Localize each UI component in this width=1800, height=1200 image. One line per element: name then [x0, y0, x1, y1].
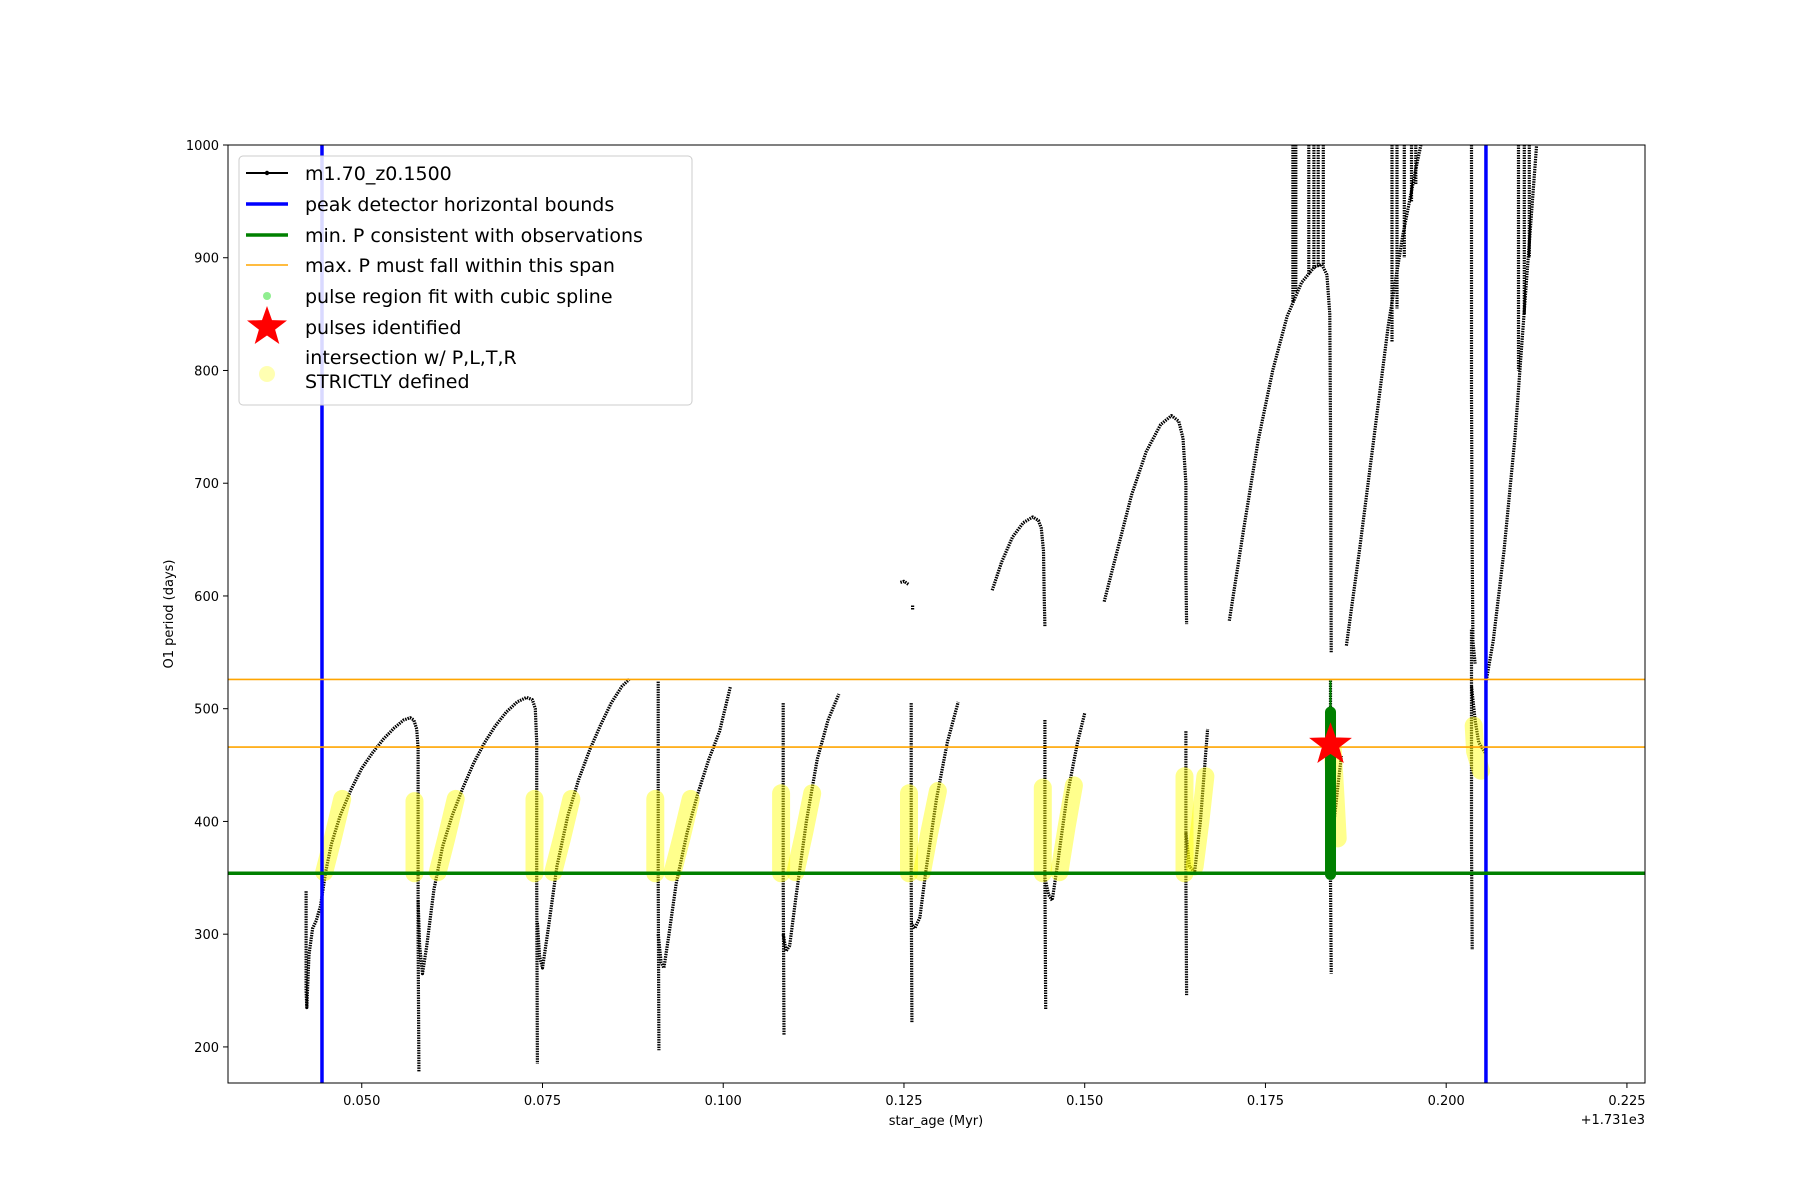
y-tick-label: 1000 — [186, 139, 219, 154]
y-axis-label: O1 period (days) — [162, 559, 177, 668]
model-track-segment — [1469, 629, 1474, 951]
intersection-marker — [786, 784, 822, 882]
x-axis-offset-label: +1.731e3 — [1581, 1113, 1645, 1128]
model-track-segment — [656, 681, 661, 1051]
intersection-marker — [544, 789, 581, 882]
legend-label: max. P must fall within this span — [305, 255, 615, 277]
model-track-segment — [304, 716, 421, 1072]
legend-handle-model-marker — [264, 170, 270, 176]
y-tick-label: 800 — [194, 364, 219, 379]
intersection-marker — [428, 789, 465, 882]
x-tick-label: 0.175 — [1247, 1094, 1284, 1109]
plot-area — [228, 145, 1645, 1083]
legend-label: pulse region fit with cubic spline — [305, 286, 613, 308]
model-track-segment — [656, 685, 733, 970]
legend-handle-spline — [263, 292, 271, 300]
model-track-segment — [1469, 686, 1488, 755]
intersection-marker — [1050, 776, 1083, 882]
reference-lines — [228, 145, 1645, 1083]
intersection-marker — [315, 789, 352, 882]
y-tick-label: 300 — [194, 928, 219, 943]
y-tick-label: 400 — [194, 815, 219, 830]
legend-box — [238, 155, 693, 406]
model-track-segment — [1184, 731, 1189, 996]
intersection-marker — [1185, 767, 1215, 876]
model-track-segment — [1469, 145, 1477, 664]
x-tick-label: 0.200 — [1428, 1094, 1465, 1109]
model-track-segment — [899, 579, 910, 587]
y-tick-label: 200 — [194, 1041, 219, 1056]
axes: 0.050 0.075 0.100 0.125 0.150 0.175 0.200 0.225… — [186, 139, 1646, 1109]
intersection-marker — [663, 789, 700, 882]
x-tick-label: 0.100 — [705, 1094, 742, 1109]
x-axis-label: star_age (Myr) — [889, 1114, 983, 1129]
model-track-segment — [781, 703, 786, 1036]
legend-label: intersection w/ P,L,T,R STRICTLY defined — [305, 347, 517, 393]
x-tick-label: 0.225 — [1608, 1094, 1645, 1109]
model-track-segment — [781, 693, 841, 953]
legend-handle-pulse-star — [247, 306, 287, 344]
legend-handle-intersection — [259, 366, 275, 382]
x-tick-label: 0.125 — [885, 1094, 922, 1109]
x-tick-label: 0.075 — [524, 1094, 561, 1109]
y-tick-label: 700 — [194, 477, 219, 492]
legend-label: m1.70_z0.1500 — [305, 163, 452, 185]
model-track-segment — [909, 701, 960, 931]
plot-frame — [227, 144, 1646, 1084]
model-track-segment — [990, 515, 1047, 627]
model-track-segment — [1043, 712, 1087, 903]
y-tick-label: 900 — [194, 252, 219, 267]
legend-label: pulses identified — [305, 317, 461, 339]
model-track-segment — [1102, 414, 1189, 625]
legend-label-line: pulses identified — [305, 317, 461, 339]
legend-label-line: max. P must fall within this span — [305, 255, 615, 277]
model-track-segment — [1484, 145, 1539, 684]
legend-label-line: peak detector horizontal bounds — [305, 194, 614, 216]
pulse-identified-star — [1309, 722, 1352, 764]
legend-label: peak detector horizontal bounds — [305, 194, 614, 216]
model-track-segment — [1227, 262, 1333, 653]
intersection-marker — [913, 782, 947, 882]
legend-label: min. P consistent with observations — [305, 225, 643, 247]
y-tick-label: 600 — [194, 590, 219, 605]
intersection-markers — [315, 716, 1490, 883]
pulse-markers — [1309, 680, 1352, 880]
model-track-segment — [1344, 145, 1423, 646]
model-track-segment — [1043, 720, 1048, 1010]
legend-label-line: m1.70_z0.1500 — [305, 163, 452, 185]
legend-label-line: STRICTLY defined — [305, 371, 470, 393]
x-tick-label: 0.150 — [1066, 1094, 1103, 1109]
legend-label-line: intersection w/ P,L,T,R — [305, 347, 517, 369]
model-track-segment — [1184, 728, 1210, 874]
intersection-marker — [1464, 716, 1490, 780]
x-tick-label: 0.050 — [343, 1094, 380, 1109]
y-tick-label: 500 — [194, 703, 219, 718]
legend-label-line: min. P consistent with observations — [305, 225, 643, 247]
model-series — [304, 145, 1539, 1072]
legend-label-line: pulse region fit with cubic spline — [305, 286, 613, 308]
model-track-segment — [535, 678, 631, 970]
model-track-segment — [416, 695, 540, 1064]
